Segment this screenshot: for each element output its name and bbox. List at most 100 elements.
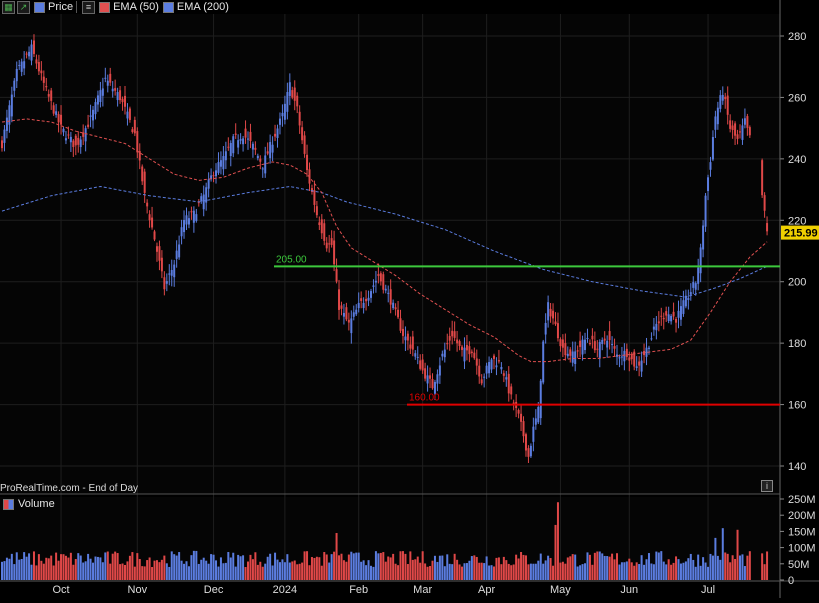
candle-body xyxy=(529,445,532,457)
candle-body xyxy=(493,355,495,359)
volume-bar xyxy=(475,556,478,580)
volume-bar xyxy=(360,561,363,580)
candle-body xyxy=(227,146,230,148)
candle-body xyxy=(333,240,336,265)
candle-body xyxy=(283,103,286,120)
candle-body xyxy=(3,129,6,143)
candle-body xyxy=(175,250,178,259)
volume-bar xyxy=(406,564,409,580)
ema50-label[interactable]: EMA (50) xyxy=(113,1,159,13)
candle-body xyxy=(714,116,717,130)
candle-body xyxy=(638,361,641,366)
candle-body xyxy=(224,151,227,161)
volume-bar xyxy=(168,566,171,580)
candle-body xyxy=(739,131,741,133)
header-divider xyxy=(76,1,78,13)
trend-up-icon[interactable]: ↗ xyxy=(17,0,30,14)
candle-body xyxy=(591,335,594,340)
candle-body xyxy=(652,326,655,330)
volume-bar xyxy=(119,564,122,580)
candle-body xyxy=(473,352,476,359)
volume-bar xyxy=(601,553,604,580)
volume-bar xyxy=(694,566,697,580)
volume-bar xyxy=(692,559,695,580)
menu-icon[interactable]: ≡ xyxy=(82,0,96,14)
volume-bar xyxy=(259,561,262,580)
candle-body xyxy=(269,142,272,159)
volume-bar xyxy=(30,564,33,580)
candle-body xyxy=(431,379,434,389)
candle-body xyxy=(195,214,198,221)
candle-body xyxy=(288,82,291,96)
candle-body xyxy=(616,354,618,357)
candle-body xyxy=(116,92,119,101)
volume-bar xyxy=(640,555,643,580)
candle-body xyxy=(310,188,313,192)
volume-bar xyxy=(687,558,690,580)
volume-bar xyxy=(143,566,146,580)
y-tick-label: 240 xyxy=(788,154,806,166)
volume-bar xyxy=(458,564,461,580)
volume-bar xyxy=(20,559,23,580)
candle-body xyxy=(561,339,564,348)
volume-bar xyxy=(50,555,53,580)
candle-body xyxy=(384,288,387,291)
volume-bar xyxy=(296,564,299,580)
candle-body xyxy=(200,196,203,202)
volume-bar xyxy=(559,562,562,580)
volume-bar xyxy=(111,553,114,580)
candle-body xyxy=(419,360,422,369)
volume-bar xyxy=(192,550,195,580)
candle-body xyxy=(672,311,675,317)
volume-header: Volume xyxy=(0,497,55,511)
volume-bar xyxy=(453,553,456,580)
grid-icon[interactable]: ▦ xyxy=(2,0,15,14)
candle-body xyxy=(763,195,766,211)
candle-body xyxy=(244,128,247,138)
candle-body xyxy=(163,277,166,290)
volume-bar xyxy=(433,555,436,580)
candle-body xyxy=(323,223,326,241)
candle-body xyxy=(8,105,11,125)
volume-bar xyxy=(721,528,724,580)
candle-body xyxy=(475,358,478,366)
volume-bar xyxy=(502,556,505,580)
volume-bar xyxy=(89,558,92,580)
candle-body xyxy=(133,119,136,134)
candle-body xyxy=(72,140,75,148)
candle-body xyxy=(628,357,631,361)
candle-body xyxy=(232,136,235,154)
volume-label[interactable]: Volume xyxy=(18,498,55,510)
volume-bar xyxy=(426,566,429,580)
volume-bar xyxy=(269,553,272,580)
price-panel xyxy=(0,14,780,494)
volume-bar xyxy=(247,561,249,580)
candle-body xyxy=(143,171,146,193)
candle-body xyxy=(566,353,569,357)
candle-body xyxy=(101,88,104,96)
volume-bar xyxy=(212,554,215,580)
volume-bar xyxy=(645,559,648,580)
volume-bar xyxy=(222,563,225,580)
volume-bar xyxy=(87,553,90,580)
candle-body xyxy=(721,94,724,101)
candles xyxy=(1,34,769,463)
price-legend-swatch xyxy=(34,1,45,13)
y-tick-label: 200 xyxy=(788,277,806,289)
ema50-line xyxy=(1,118,768,363)
info-icon[interactable]: i xyxy=(761,480,773,492)
candle-body xyxy=(271,144,274,153)
candle-body xyxy=(158,246,161,261)
candle-body xyxy=(180,227,183,237)
candle-body xyxy=(564,343,567,356)
volume-bar xyxy=(603,555,606,580)
volume-bar xyxy=(47,558,50,580)
candle-body xyxy=(606,340,609,348)
candle-body xyxy=(249,131,252,142)
ema200-label[interactable]: EMA (200) xyxy=(176,1,229,13)
candle-body xyxy=(451,330,454,337)
volume-bar xyxy=(766,551,769,580)
candle-body xyxy=(507,373,510,394)
candle-body xyxy=(146,202,149,207)
